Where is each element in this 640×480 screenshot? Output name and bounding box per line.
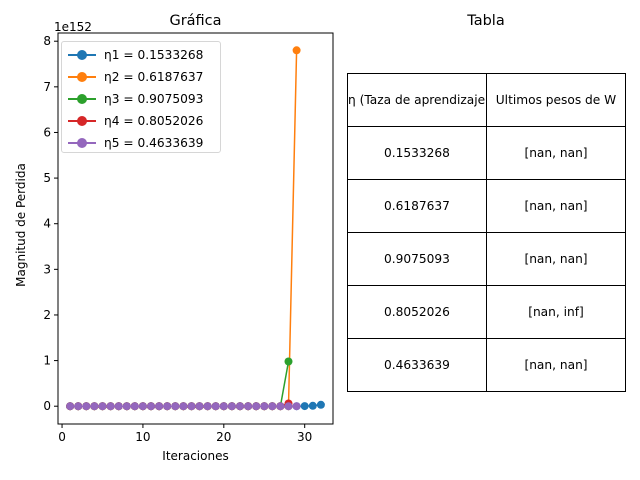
x-tick-label: 30 bbox=[297, 430, 312, 444]
data-point bbox=[308, 401, 317, 410]
legend-label: η4 = 0.8052026 bbox=[104, 114, 204, 128]
data-point bbox=[195, 402, 204, 411]
y-tick-label: 5 bbox=[43, 171, 51, 185]
table-header-cell: Ultimos pesos de W bbox=[486, 73, 626, 127]
data-point bbox=[292, 402, 301, 411]
data-point bbox=[268, 402, 277, 411]
legend-label: η2 = 0.6187637 bbox=[104, 70, 204, 84]
data-point bbox=[219, 402, 228, 411]
table-header-row: η (Taza de aprendizaje) Ultimos pesos de… bbox=[347, 73, 626, 127]
table-cell: 0.6187637 bbox=[347, 179, 487, 233]
axes-layer: 0 10 20 30 0 1 2 3 4 5 6 7 8 bbox=[43, 32, 334, 444]
data-point bbox=[114, 402, 123, 411]
data-point bbox=[284, 402, 293, 411]
data-point bbox=[260, 402, 269, 411]
table-header-label: η (Taza de aprendizaje) bbox=[348, 93, 486, 107]
y-tick-label: 1 bbox=[43, 354, 51, 368]
y-tick-label: 3 bbox=[43, 262, 51, 276]
plot-frame bbox=[57, 32, 334, 425]
y-tick-label: 7 bbox=[43, 80, 51, 94]
legend-item: η3 = 0.9075093 bbox=[68, 88, 214, 110]
legend-item: η2 = 0.6187637 bbox=[68, 66, 214, 88]
table-cell: [nan, nan] bbox=[486, 179, 626, 233]
legend-swatch-icon bbox=[68, 72, 96, 82]
table-header-label: Ultimos pesos de W bbox=[495, 93, 617, 107]
legend-item: η4 = 0.8052026 bbox=[68, 110, 214, 132]
legend-swatch-icon bbox=[68, 50, 96, 60]
data-point bbox=[130, 402, 139, 411]
data-point bbox=[244, 402, 253, 411]
data-point bbox=[138, 402, 147, 411]
x-tick-label: 20 bbox=[216, 430, 231, 444]
results-table: η (Taza de aprendizaje) Ultimos pesos de… bbox=[347, 73, 626, 392]
legend-label: η1 = 0.1533268 bbox=[104, 48, 204, 62]
data-point bbox=[106, 402, 115, 411]
y-tick-label: 2 bbox=[43, 308, 51, 322]
legend-item: η5 = 0.4633639 bbox=[68, 132, 214, 154]
chart-title: Gráfica bbox=[169, 13, 222, 29]
table-cell: 0.8052026 bbox=[347, 285, 487, 339]
y-axis-label: Magnitud de Perdida bbox=[14, 163, 28, 287]
table-row: 0.1533268 [nan, nan] bbox=[347, 126, 626, 180]
data-point bbox=[252, 402, 261, 411]
table-cell: [nan, inf] bbox=[486, 285, 626, 339]
data-point bbox=[66, 402, 75, 411]
x-axis-label: Iteraciones bbox=[162, 449, 229, 463]
data-point bbox=[236, 402, 244, 411]
series-layer bbox=[66, 46, 325, 411]
table-cell: 0.1533268 bbox=[347, 126, 487, 180]
table-row: 0.6187637 [nan, nan] bbox=[347, 179, 626, 233]
legend-swatch-icon bbox=[68, 138, 96, 148]
legend-label: η3 = 0.9075093 bbox=[104, 92, 204, 106]
data-point bbox=[284, 357, 293, 366]
data-point bbox=[316, 400, 325, 409]
data-point bbox=[187, 402, 196, 411]
table-cell: 0.9075093 bbox=[347, 232, 487, 286]
data-point bbox=[163, 402, 172, 411]
data-point bbox=[82, 402, 91, 411]
table-cell: [nan, nan] bbox=[486, 126, 626, 180]
table-row: 0.8052026 [nan, inf] bbox=[347, 285, 626, 339]
data-point bbox=[147, 402, 155, 411]
data-point bbox=[74, 402, 83, 411]
y-tick-label: 4 bbox=[43, 217, 51, 231]
data-point bbox=[90, 402, 99, 411]
legend-label: η5 = 0.4633639 bbox=[104, 136, 204, 150]
table-header-cell: η (Taza de aprendizaje) bbox=[347, 73, 487, 127]
data-point bbox=[300, 402, 309, 411]
table-cell: [nan, nan] bbox=[486, 232, 626, 286]
y-tick-label: 0 bbox=[43, 399, 51, 413]
legend-swatch-icon bbox=[68, 116, 96, 126]
y-tick-label: 6 bbox=[43, 125, 51, 139]
data-point bbox=[155, 402, 164, 411]
data-point bbox=[227, 402, 236, 411]
x-tick-label: 10 bbox=[135, 430, 150, 444]
x-tick-label: 0 bbox=[58, 430, 66, 444]
chart-legend: η1 = 0.1533268 η2 = 0.6187637 η3 = 0.907… bbox=[61, 41, 221, 153]
series-line-3 bbox=[70, 361, 290, 407]
y-axis-multiplier: 1e152 bbox=[54, 20, 92, 34]
table-title: Tabla bbox=[467, 13, 505, 29]
data-point bbox=[203, 402, 212, 411]
data-point bbox=[122, 402, 131, 411]
table-cell: [nan, nan] bbox=[486, 338, 626, 392]
legend-swatch-icon bbox=[68, 94, 96, 104]
data-point bbox=[171, 402, 180, 411]
data-point bbox=[179, 402, 188, 411]
table-row: 0.9075093 [nan, nan] bbox=[347, 232, 626, 286]
y-tick-label: 8 bbox=[43, 34, 51, 48]
table-row: 0.4633639 [nan, nan] bbox=[347, 338, 626, 392]
legend-item: η1 = 0.1533268 bbox=[68, 44, 214, 66]
table-cell: 0.4633639 bbox=[347, 338, 487, 392]
data-point bbox=[211, 402, 220, 411]
data-point bbox=[98, 402, 107, 411]
data-point bbox=[292, 46, 301, 55]
data-point bbox=[276, 402, 285, 411]
